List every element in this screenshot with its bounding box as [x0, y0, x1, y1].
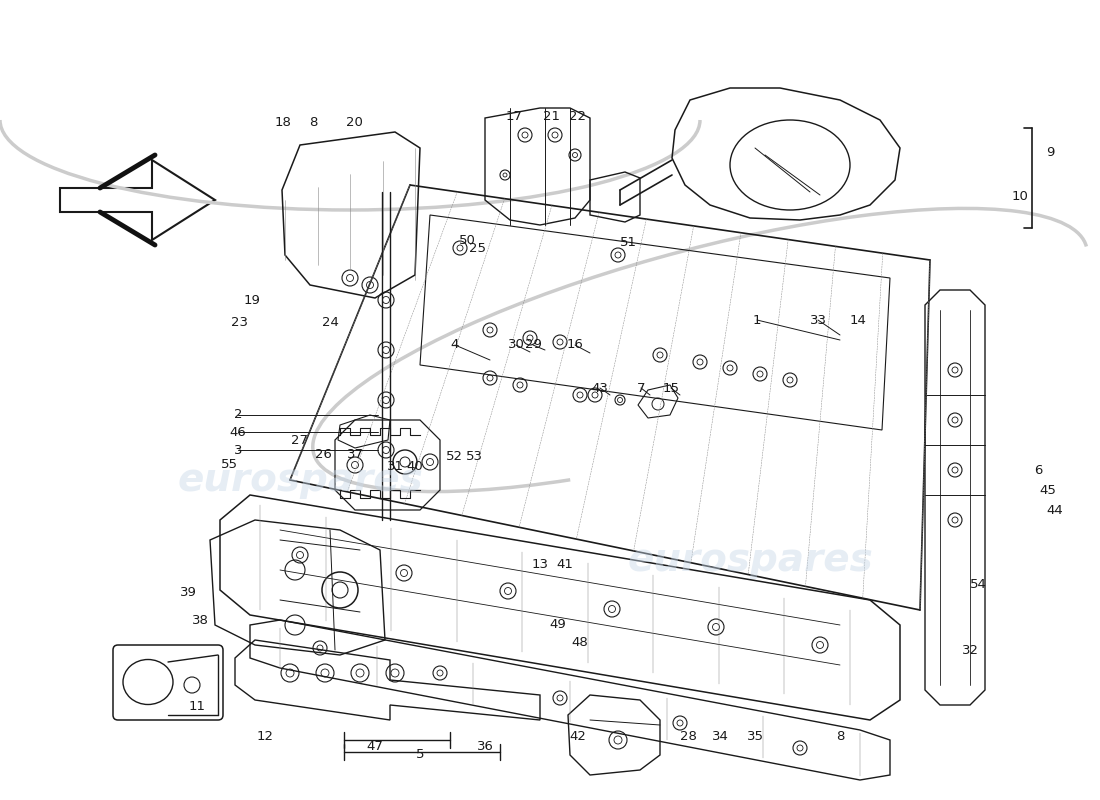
Text: 5: 5: [416, 749, 425, 762]
Text: 31: 31: [386, 461, 404, 474]
Text: 28: 28: [680, 730, 696, 743]
Text: 54: 54: [969, 578, 987, 591]
Text: 8: 8: [836, 730, 844, 743]
Text: 3: 3: [233, 443, 242, 457]
Text: 23: 23: [231, 315, 249, 329]
Text: 25: 25: [469, 242, 485, 254]
Text: 37: 37: [346, 449, 363, 462]
Text: 17: 17: [506, 110, 522, 123]
Text: 52: 52: [446, 450, 462, 462]
Text: 36: 36: [476, 741, 494, 754]
Text: 42: 42: [570, 730, 586, 743]
Text: 44: 44: [1046, 503, 1064, 517]
Text: 26: 26: [315, 449, 331, 462]
Text: 41: 41: [557, 558, 573, 570]
Text: 27: 27: [292, 434, 308, 446]
Text: 38: 38: [191, 614, 208, 626]
Text: eurospares: eurospares: [177, 461, 422, 499]
Text: 43: 43: [592, 382, 608, 394]
Text: 51: 51: [619, 235, 637, 249]
Text: 18: 18: [275, 115, 292, 129]
Text: 34: 34: [712, 730, 728, 743]
Text: 12: 12: [256, 730, 274, 743]
Text: 53: 53: [465, 450, 483, 462]
Text: 32: 32: [961, 643, 979, 657]
Text: 49: 49: [550, 618, 566, 630]
Text: 6: 6: [1034, 463, 1042, 477]
Text: 46: 46: [230, 426, 246, 438]
Text: 48: 48: [572, 635, 588, 649]
Text: 16: 16: [566, 338, 583, 351]
Text: 47: 47: [366, 741, 384, 754]
Text: 2: 2: [233, 409, 242, 422]
Text: 33: 33: [810, 314, 826, 326]
Text: 19: 19: [243, 294, 261, 306]
Text: 21: 21: [542, 110, 560, 123]
Text: 45: 45: [1040, 483, 1056, 497]
Text: 24: 24: [321, 315, 339, 329]
Text: 8: 8: [309, 115, 317, 129]
Text: 22: 22: [570, 110, 586, 123]
Text: 20: 20: [345, 115, 362, 129]
Text: 55: 55: [220, 458, 238, 471]
Text: 4: 4: [451, 338, 459, 351]
Text: 29: 29: [525, 338, 541, 351]
Text: 13: 13: [531, 558, 549, 570]
Text: 40: 40: [407, 461, 424, 474]
Text: 11: 11: [188, 701, 206, 714]
Text: 15: 15: [662, 382, 680, 394]
Text: 30: 30: [507, 338, 525, 351]
Text: 14: 14: [849, 314, 867, 326]
Text: 35: 35: [747, 730, 763, 743]
Text: 10: 10: [1012, 190, 1028, 202]
Text: 7: 7: [637, 382, 646, 394]
Text: 39: 39: [179, 586, 197, 598]
Text: eurospares: eurospares: [627, 541, 873, 579]
Text: 9: 9: [1046, 146, 1054, 158]
Text: 1: 1: [752, 314, 761, 326]
Text: 50: 50: [459, 234, 475, 246]
